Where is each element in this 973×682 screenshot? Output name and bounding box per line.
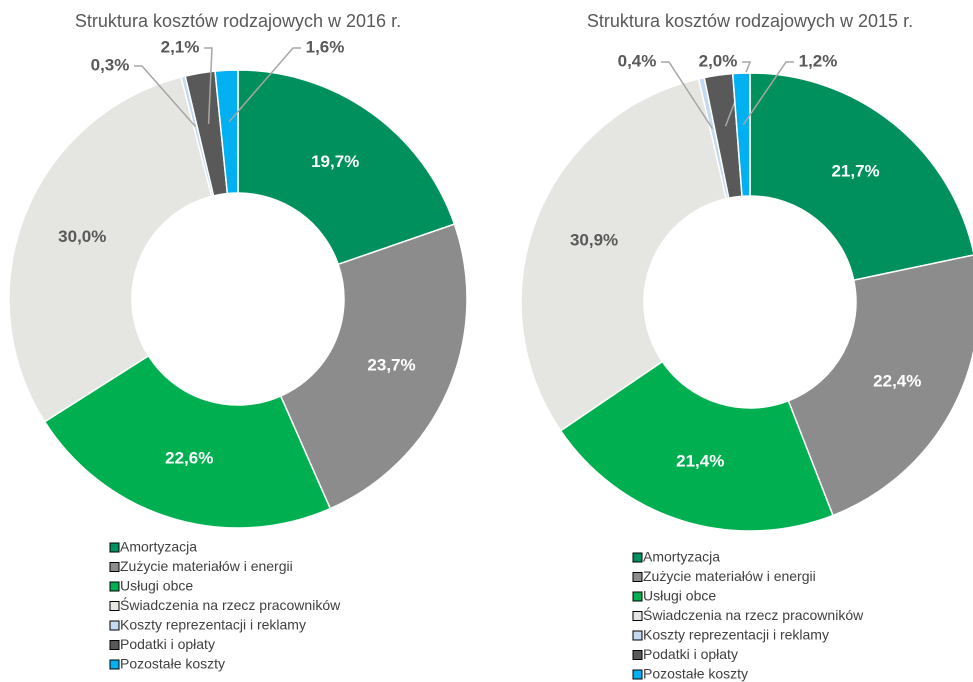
legend-swatch xyxy=(632,630,643,641)
legend-label: Amortyzacja xyxy=(120,539,197,555)
legend-swatch xyxy=(632,650,643,660)
legend-swatch xyxy=(632,552,643,563)
legend-label: Świadczenia na rzecz pracowników xyxy=(120,596,341,613)
leader-line xyxy=(228,47,301,123)
legend-swatch xyxy=(632,669,643,680)
legend-label: Zużycie materiałów i energii xyxy=(120,558,293,574)
data-label: 1,6% xyxy=(306,37,345,56)
donut-segment xyxy=(8,76,213,423)
donut-segment xyxy=(520,77,728,432)
data-label: 0,4% xyxy=(618,51,657,70)
leader-line xyxy=(742,61,794,126)
legend-swatch xyxy=(109,562,120,572)
legend-label: Koszty reprezentacji i reklamy xyxy=(643,627,829,643)
legend-label: Pozostałe koszty xyxy=(120,656,225,672)
donut-segment xyxy=(787,254,973,517)
legend-label: Świadczenia na rzecz pracowników xyxy=(643,606,864,623)
data-label: 30,9% xyxy=(570,230,618,249)
legend-label: Usługi obce xyxy=(643,588,716,604)
legend-label: Podatki i opłaty xyxy=(120,636,215,652)
donut-segment xyxy=(749,72,973,282)
legend-swatch xyxy=(109,640,120,650)
legend-swatch xyxy=(632,611,643,621)
data-label: 21,4% xyxy=(676,451,724,470)
leader-line xyxy=(661,61,713,129)
legend-swatch xyxy=(109,581,120,592)
legend-label: Podatki i opłaty xyxy=(643,646,738,662)
legend-label: Pozostałe koszty xyxy=(643,666,748,682)
donut-segment xyxy=(731,72,751,198)
legend-label: Amortyzacja xyxy=(643,549,720,565)
donut-segment xyxy=(237,69,456,266)
legend-label: Usługi obce xyxy=(120,578,193,594)
donut-segment xyxy=(559,360,834,532)
leader-line xyxy=(204,47,213,124)
data-label: 23,7% xyxy=(367,355,415,374)
data-label: 21,7% xyxy=(831,161,879,180)
data-label: 22,6% xyxy=(165,449,213,468)
data-label: 1,2% xyxy=(799,51,838,70)
data-label: 30,0% xyxy=(58,227,106,246)
leader-line xyxy=(724,61,752,127)
data-label: 2,1% xyxy=(161,37,200,56)
data-label: 19,7% xyxy=(311,152,359,171)
data-label: 22,4% xyxy=(873,371,921,390)
legend-swatch xyxy=(632,572,643,582)
legend-label: Koszty reprezentacji i reklamy xyxy=(120,617,306,633)
data-label: 2,0% xyxy=(699,51,738,70)
legend-label: Zużycie materiałów i energii xyxy=(643,568,816,584)
chart-title: Struktura kosztów rodzajowych w 2016 r. xyxy=(75,11,401,31)
data-label: 0,3% xyxy=(91,55,130,74)
donut-segment xyxy=(279,223,468,510)
legend-swatch xyxy=(109,542,120,553)
leader-line xyxy=(134,65,197,128)
donut-segment xyxy=(43,354,332,529)
legend-swatch xyxy=(632,591,643,602)
chart-title: Struktura kosztów rodzajowych w 2015 r. xyxy=(587,11,913,31)
legend-swatch xyxy=(109,659,120,670)
legend-swatch xyxy=(109,620,120,631)
donut-segment xyxy=(214,69,239,195)
legend-swatch xyxy=(109,601,120,611)
